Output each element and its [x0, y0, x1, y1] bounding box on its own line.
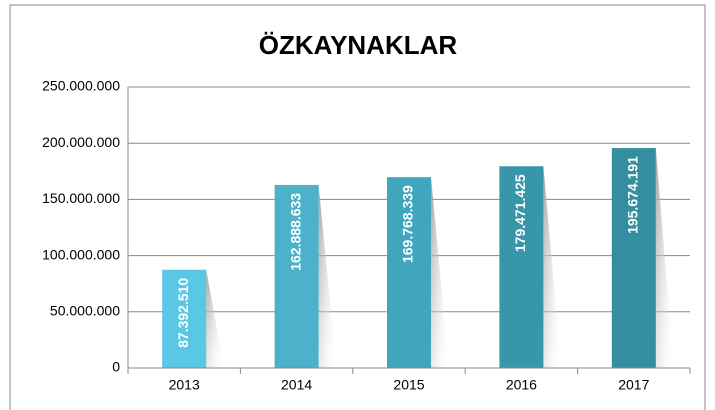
y-tick-label: 150.000.000: [42, 190, 120, 206]
bar-shadow: [655, 148, 674, 368]
bar: [499, 166, 544, 368]
bar-shadow: [431, 177, 449, 368]
data-label: 87.392.510: [175, 278, 191, 348]
bar-shadow: [318, 184, 337, 368]
bar: [162, 269, 207, 368]
bar: [387, 177, 431, 368]
bar: [611, 148, 656, 368]
bar: [274, 184, 319, 368]
data-label: 179.471.425: [512, 174, 528, 252]
y-tick-label: 0: [112, 359, 120, 375]
data-label: 195.674.191: [625, 156, 641, 234]
chart-title: ÖZKAYNAKLAR: [259, 30, 458, 60]
y-tick-label: 250.000.000: [42, 78, 120, 94]
bar-shadow: [543, 166, 562, 368]
x-tick-label: 2015: [393, 377, 424, 393]
x-tick-label: 2016: [506, 377, 537, 393]
data-label: 162.888.633: [287, 193, 303, 271]
y-tick-label: 100.000.000: [42, 246, 120, 262]
bar-shadow: [206, 269, 225, 368]
x-tick-label: 2014: [281, 377, 312, 393]
chart-frame: [9, 4, 706, 410]
y-tick-label: 50.000.000: [50, 303, 120, 319]
y-tick-label: 200.000.000: [42, 134, 120, 150]
x-tick-label: 2013: [169, 377, 200, 393]
data-label: 169.768.339: [400, 185, 416, 263]
x-tick-label: 2017: [618, 377, 649, 393]
